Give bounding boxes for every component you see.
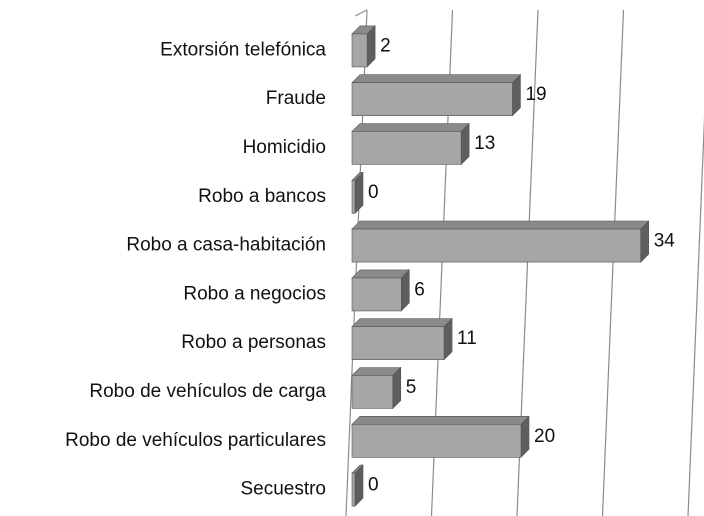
grid-line	[687, 116, 704, 516]
value-label: 20	[534, 426, 555, 447]
bar	[351, 366, 402, 410]
bar-face	[351, 33, 368, 68]
value-label: 0	[368, 475, 379, 496]
bar-face	[351, 220, 650, 230]
bar-face	[351, 131, 462, 165]
category-label: Robo a personas	[181, 332, 326, 353]
category-label: Extorsión telefónica	[160, 39, 326, 60]
category-label: Robo a casa-habitación	[126, 235, 326, 256]
category-label: Robo de vehículos particulares	[65, 430, 326, 451]
bar-face	[351, 367, 402, 376]
bar-face	[351, 277, 402, 312]
bar	[351, 220, 650, 263]
category-label: Secuestro	[240, 479, 326, 500]
category-label: Robo a bancos	[198, 186, 326, 207]
floor-line	[354, 9, 368, 17]
value-label: 2	[380, 35, 391, 56]
category-label: Robo a negocios	[183, 283, 326, 304]
value-label: 19	[525, 84, 546, 105]
bar-face	[351, 123, 470, 132]
category-label: Robo de vehículos de carga	[89, 381, 326, 402]
bar	[351, 25, 376, 68]
bar-face	[351, 415, 530, 425]
grid-line	[601, 9, 625, 516]
bar-face	[351, 375, 394, 409]
bar	[351, 171, 364, 215]
bar	[351, 464, 364, 507]
bar-face	[351, 472, 356, 507]
category-label: Homicidio	[243, 137, 326, 158]
bar	[351, 415, 530, 459]
bar	[351, 269, 411, 312]
value-label: 34	[654, 231, 676, 252]
bar-face	[351, 326, 445, 361]
category-label: Fraude	[266, 88, 326, 109]
bar-face	[351, 180, 356, 214]
bar-face	[351, 228, 642, 263]
bar	[351, 122, 470, 166]
bar-face	[351, 318, 453, 328]
value-label: 11	[457, 328, 477, 349]
bar-face	[351, 74, 522, 83]
bar	[351, 317, 453, 361]
bar	[351, 73, 522, 117]
bar-face	[351, 423, 522, 458]
value-label: 5	[406, 377, 417, 398]
bar-face	[351, 269, 411, 279]
value-label: 13	[474, 133, 495, 154]
value-label: 0	[368, 182, 379, 203]
value-label: 6	[414, 279, 425, 300]
bar-face	[351, 82, 513, 116]
